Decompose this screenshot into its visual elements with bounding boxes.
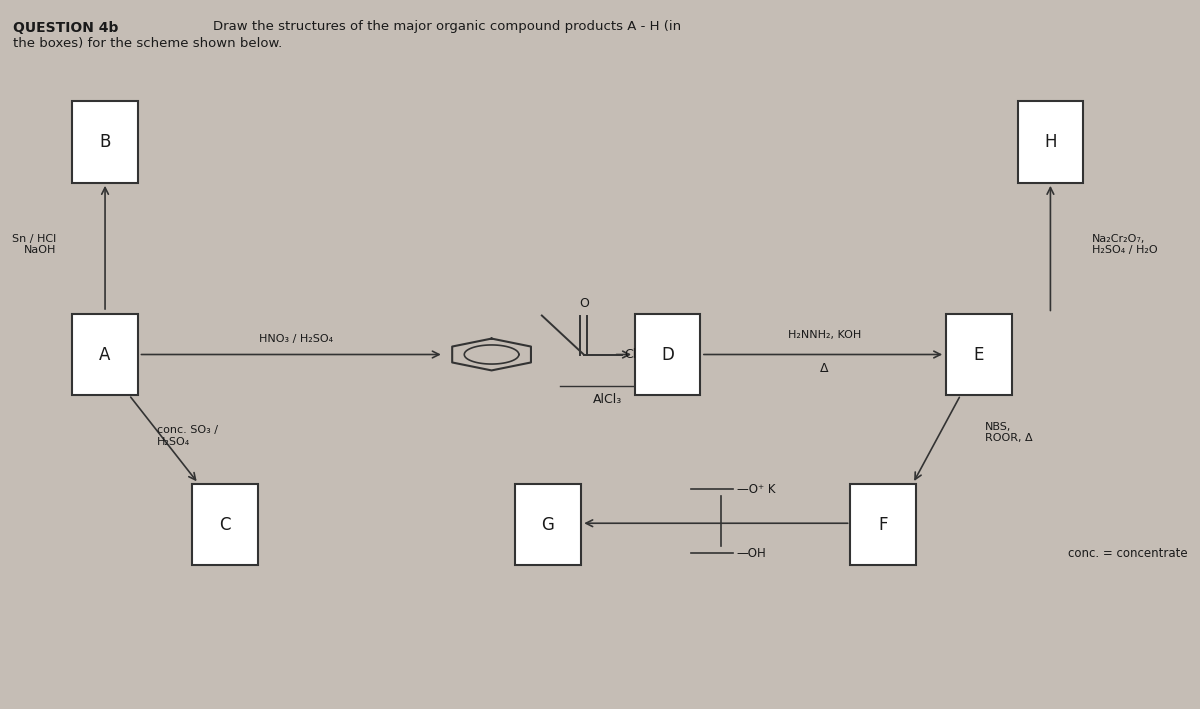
Text: Δ: Δ <box>820 362 828 374</box>
Bar <box>635 313 701 396</box>
Bar <box>515 484 581 566</box>
Text: C: C <box>218 515 230 534</box>
Text: QUESTION 4b: QUESTION 4b <box>13 21 119 35</box>
Bar <box>850 484 916 566</box>
Text: D: D <box>661 345 674 364</box>
Text: O: O <box>578 297 589 310</box>
Bar <box>72 101 138 182</box>
Text: Draw the structures of the major organic compound products A - H (in: Draw the structures of the major organic… <box>212 20 680 33</box>
Text: Na₂Cr₂O₇,
H₂SO₄ / H₂O: Na₂Cr₂O₇, H₂SO₄ / H₂O <box>1092 234 1158 255</box>
Text: Sn / HCl
NaOH: Sn / HCl NaOH <box>12 234 56 255</box>
Text: Cl: Cl <box>624 348 637 361</box>
Text: B: B <box>100 133 110 151</box>
Text: conc. SO₃ /
H₂SO₄: conc. SO₃ / H₂SO₄ <box>156 425 217 447</box>
Text: HNO₃ / H₂SO₄: HNO₃ / H₂SO₄ <box>259 334 334 344</box>
Text: conc. = concentrate: conc. = concentrate <box>1068 547 1188 559</box>
Text: F: F <box>878 515 888 534</box>
Text: AlCl₃: AlCl₃ <box>593 393 623 406</box>
Text: H: H <box>1044 133 1057 151</box>
Text: H₂NNH₂, KOH: H₂NNH₂, KOH <box>787 330 860 340</box>
Text: E: E <box>973 345 984 364</box>
Bar <box>192 484 258 566</box>
Bar <box>72 313 138 396</box>
Text: —OH: —OH <box>737 547 767 559</box>
Text: A: A <box>100 345 110 364</box>
Bar <box>1018 101 1084 182</box>
Text: the boxes) for the scheme shown below.: the boxes) for the scheme shown below. <box>13 37 282 50</box>
Text: G: G <box>541 515 554 534</box>
Bar <box>946 313 1012 396</box>
Text: NBS,
ROOR, Δ: NBS, ROOR, Δ <box>984 422 1032 443</box>
Text: —O⁺ K: —O⁺ K <box>737 483 775 496</box>
